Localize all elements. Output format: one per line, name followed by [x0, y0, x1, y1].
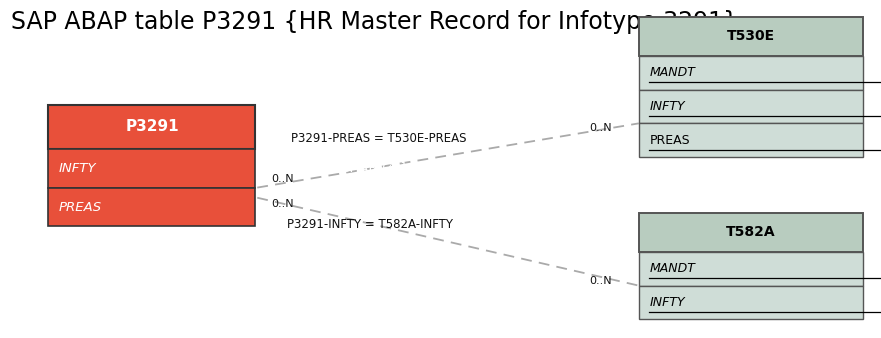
Text: 0..N: 0..N: [589, 123, 612, 134]
Text: T530E: T530E: [727, 29, 775, 43]
FancyBboxPatch shape: [639, 56, 863, 90]
Text: PREAS: PREAS: [649, 134, 690, 147]
Text: T582A: T582A: [726, 225, 776, 239]
Text: INFTY: INFTY: [649, 296, 685, 309]
FancyBboxPatch shape: [639, 17, 863, 56]
Text: PREAS: PREAS: [59, 200, 102, 214]
Text: SAP ABAP table P3291 {HR Master Record for Infotype 3291}: SAP ABAP table P3291 {HR Master Record f…: [11, 10, 737, 34]
FancyBboxPatch shape: [639, 213, 863, 252]
Text: MANDT: MANDT: [649, 262, 695, 275]
FancyBboxPatch shape: [48, 149, 255, 188]
Text: INFTY: INFTY: [59, 162, 97, 175]
Text: P3291-INFTY = T582A-INFTY: P3291-INFTY = T582A-INFTY: [287, 218, 453, 231]
Text: [CHAR (2)]: [CHAR (2)]: [336, 200, 406, 214]
FancyBboxPatch shape: [48, 188, 255, 226]
Text: MANDT: MANDT: [649, 66, 695, 79]
Text: 0..N: 0..N: [271, 199, 294, 210]
FancyBboxPatch shape: [48, 105, 255, 149]
Text: [CHAR (4)]: [CHAR (4)]: [336, 162, 406, 175]
FancyBboxPatch shape: [639, 286, 863, 319]
Text: INFTY: INFTY: [649, 100, 685, 113]
Text: P3291: P3291: [125, 119, 179, 134]
FancyBboxPatch shape: [639, 252, 863, 286]
FancyBboxPatch shape: [639, 123, 863, 157]
Text: P3291-PREAS = T530E-PREAS: P3291-PREAS = T530E-PREAS: [291, 132, 467, 145]
Text: 0..N: 0..N: [271, 174, 294, 184]
Text: 0..N: 0..N: [589, 275, 612, 286]
FancyBboxPatch shape: [639, 90, 863, 123]
